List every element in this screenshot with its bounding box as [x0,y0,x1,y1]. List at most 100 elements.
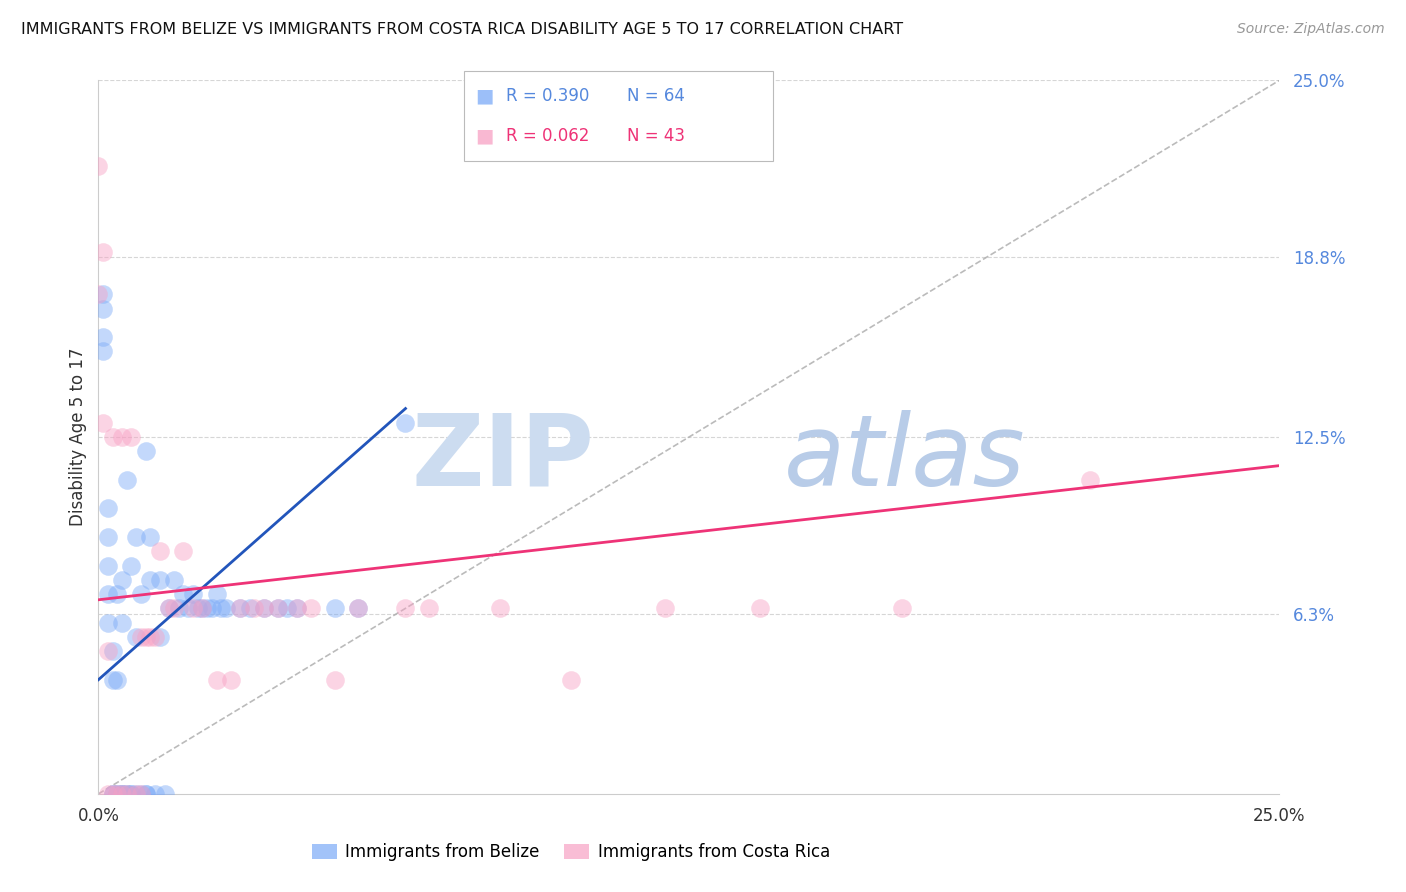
Point [111,615,134,630]
Point [115,787,138,801]
Point [394,416,416,430]
Point [219,673,242,687]
Point [323,673,346,687]
Point [187,601,209,615]
Point [115,787,138,801]
Point [111,787,134,801]
Text: IMMIGRANTS FROM BELIZE VS IMMIGRANTS FROM COSTA RICA DISABILITY AGE 5 TO 17 CORR: IMMIGRANTS FROM BELIZE VS IMMIGRANTS FRO… [21,22,903,37]
Point [111,573,134,587]
Point [115,787,138,801]
Text: Source: ZipAtlas.com: Source: ZipAtlas.com [1237,22,1385,37]
Point [87,159,110,173]
Point [560,673,582,687]
Point [890,601,912,615]
Point [97,644,120,658]
Point [172,587,194,601]
Point [129,630,152,644]
Point [105,787,128,801]
Point [101,430,124,444]
Point [129,787,152,801]
Point [91,244,114,259]
Point [229,601,252,615]
Point [101,787,124,801]
Point [239,601,262,615]
Point [243,601,266,615]
Point [139,573,162,587]
Point [748,601,770,615]
Point [91,301,114,316]
Point [394,601,416,615]
Point [111,787,134,801]
Point [97,530,120,544]
Point [418,601,440,615]
Point [253,601,276,615]
Point [276,601,298,615]
Point [205,587,228,601]
Point [91,416,114,430]
Legend: Immigrants from Belize, Immigrants from Costa Rica: Immigrants from Belize, Immigrants from … [305,837,837,868]
Text: R = 0.390: R = 0.390 [506,87,589,105]
Point [111,430,134,444]
Point [111,787,134,801]
Point [143,787,166,801]
Point [105,787,128,801]
Point [97,615,120,630]
Point [253,601,276,615]
Point [101,787,124,801]
Point [105,673,128,687]
Point [135,787,157,801]
Point [125,630,148,644]
Point [163,573,186,587]
Point [201,601,224,615]
Point [149,630,172,644]
Text: N = 64: N = 64 [627,87,685,105]
Point [91,287,114,301]
Point [139,530,162,544]
Text: R = 0.062: R = 0.062 [506,127,589,145]
Point [1080,473,1102,487]
Point [97,587,120,601]
Point [149,544,172,558]
Point [195,601,218,615]
Point [121,787,143,801]
Point [285,601,308,615]
Point [149,573,172,587]
Point [129,587,152,601]
Point [121,430,143,444]
Point [101,673,124,687]
Point [157,601,180,615]
Point [97,787,120,801]
Point [191,601,214,615]
Point [135,787,157,801]
Point [105,587,128,601]
Point [97,558,120,573]
Point [167,601,190,615]
Point [143,630,166,644]
Point [125,787,148,801]
Point [111,787,134,801]
Point [285,601,308,615]
Point [177,601,200,615]
Point [172,544,194,558]
Point [299,601,322,615]
Point [101,644,124,658]
Point [135,630,157,644]
Point [125,787,148,801]
Text: ■: ■ [475,126,494,145]
Point [87,287,110,301]
Point [91,344,114,359]
Point [125,530,148,544]
Point [129,787,152,801]
Text: ZIP: ZIP [412,410,595,507]
Point [157,601,180,615]
Point [91,330,114,344]
Point [229,601,252,615]
Point [191,601,214,615]
Y-axis label: Disability Age 5 to 17: Disability Age 5 to 17 [69,348,87,526]
Point [153,787,176,801]
Point [101,787,124,801]
Point [323,601,346,615]
Point [97,501,120,516]
Point [267,601,290,615]
Point [121,787,143,801]
